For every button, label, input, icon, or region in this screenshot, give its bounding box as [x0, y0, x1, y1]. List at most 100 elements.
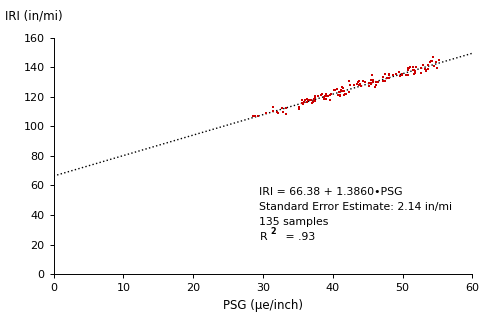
Point [354, 79, 361, 84]
Point [411, 69, 419, 74]
Point [331, 88, 339, 93]
Point [295, 104, 303, 109]
Point [330, 87, 337, 92]
Point [361, 80, 369, 85]
Point [320, 94, 328, 99]
Point [435, 58, 443, 63]
Point [300, 97, 308, 102]
Point [341, 91, 349, 96]
Point [424, 67, 431, 72]
Point [367, 77, 375, 82]
Point [369, 78, 376, 83]
Point [327, 98, 335, 103]
Point [419, 62, 427, 67]
Point [367, 82, 375, 87]
Point [320, 95, 328, 100]
Point [310, 99, 318, 104]
Text: 135 samples: 135 samples [260, 217, 329, 227]
Point [429, 58, 436, 63]
Point [320, 95, 328, 100]
Point [314, 94, 322, 99]
Point [410, 68, 417, 73]
Point [355, 78, 363, 83]
Point [251, 113, 259, 118]
Point [307, 97, 315, 102]
Point [342, 92, 350, 97]
Point [395, 69, 403, 74]
Point [324, 94, 332, 99]
Text: R: R [260, 232, 267, 242]
Point [305, 98, 313, 103]
Point [404, 67, 412, 72]
Point [404, 66, 412, 71]
Point [389, 72, 396, 77]
Point [372, 80, 380, 85]
Point [338, 89, 346, 94]
Point [299, 101, 307, 106]
Point [279, 110, 287, 115]
Point [368, 80, 375, 85]
Point [405, 72, 412, 77]
Point [385, 73, 393, 78]
Point [375, 80, 382, 85]
Point [405, 66, 412, 71]
Point [254, 113, 262, 118]
Point [350, 82, 357, 87]
Point [298, 100, 305, 105]
Point [398, 72, 406, 77]
Point [314, 94, 322, 99]
Point [385, 75, 393, 80]
Point [385, 71, 393, 76]
Point [333, 86, 340, 91]
Point [322, 96, 330, 101]
Point [346, 82, 354, 87]
Point [410, 67, 417, 72]
Point [303, 99, 311, 104]
Point [340, 92, 348, 97]
Point [398, 72, 406, 77]
Point [410, 72, 417, 77]
Point [336, 92, 344, 97]
Point [424, 62, 432, 67]
Point [345, 90, 353, 95]
Point [365, 84, 373, 89]
Point [422, 68, 430, 73]
Point [278, 105, 285, 110]
Point [317, 92, 325, 97]
Point [411, 70, 418, 75]
Point [357, 84, 365, 89]
Point [417, 66, 425, 71]
Point [429, 55, 437, 60]
Point [326, 92, 334, 97]
Point [345, 78, 353, 83]
Point [339, 86, 347, 91]
Point [336, 90, 343, 95]
Text: 2: 2 [270, 227, 276, 236]
Point [379, 75, 387, 80]
Point [339, 89, 347, 94]
Point [403, 73, 411, 78]
Point [355, 83, 363, 88]
Point [254, 113, 262, 118]
Point [270, 109, 278, 114]
Point [409, 67, 417, 72]
Text: IRI (in/mi): IRI (in/mi) [5, 9, 62, 22]
Point [340, 89, 348, 94]
Point [392, 71, 400, 76]
Point [353, 82, 360, 87]
Point [396, 73, 404, 78]
Point [300, 100, 308, 105]
Point [422, 67, 430, 72]
Point [417, 70, 425, 75]
Point [322, 93, 330, 98]
Point [309, 100, 317, 105]
X-axis label: PSG (μe/inch): PSG (μe/inch) [223, 299, 303, 312]
Point [368, 72, 376, 77]
Point [409, 64, 416, 69]
Point [336, 93, 343, 98]
Point [311, 97, 318, 102]
Point [327, 91, 335, 96]
Point [402, 72, 410, 77]
Point [334, 93, 342, 98]
Point [369, 80, 377, 85]
